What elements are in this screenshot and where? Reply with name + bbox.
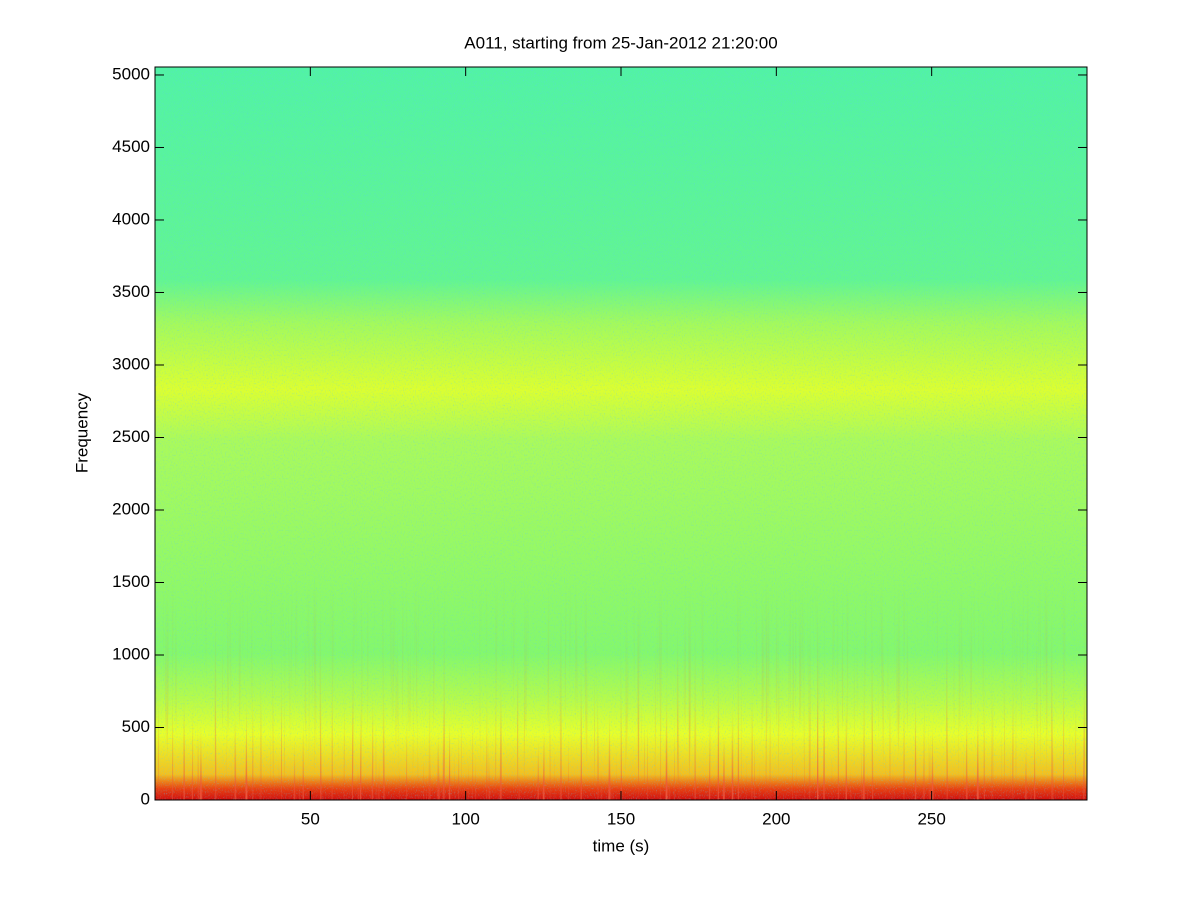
x-tick-label: 200: [762, 809, 790, 828]
x-tick-label: 50: [301, 809, 320, 828]
y-tick-label: 1000: [112, 644, 150, 663]
y-tick-label: 500: [122, 717, 150, 736]
y-tick-label: 5000: [112, 64, 150, 83]
y-tick-label: 0: [141, 789, 150, 808]
x-tick-label: 150: [607, 809, 635, 828]
y-tick-label: 1500: [112, 572, 150, 591]
y-tick-label: 4000: [112, 209, 150, 228]
y-tick-label: 2500: [112, 427, 150, 446]
chart-title: A011, starting from 25-Jan-2012 21:20:00: [464, 33, 777, 52]
y-tick-label: 3000: [112, 354, 150, 373]
x-tick-label: 250: [917, 809, 945, 828]
y-tick-label: 4500: [112, 137, 150, 156]
x-axis-label: time (s): [593, 836, 650, 855]
spectrogram-image: [155, 67, 1087, 800]
y-axis-label: Frequency: [72, 392, 91, 473]
y-tick-label: 2000: [112, 499, 150, 518]
x-tick-label: 100: [451, 809, 479, 828]
y-tick-label: 3500: [112, 282, 150, 301]
